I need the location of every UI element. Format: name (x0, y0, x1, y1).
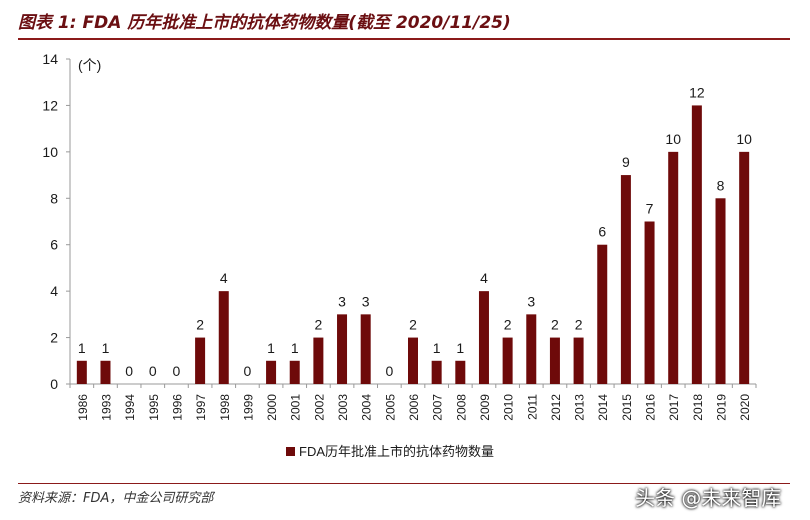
x-tick-label: 1993 (99, 394, 113, 421)
x-tick-label: 1995 (147, 394, 161, 421)
bar (620, 175, 631, 384)
data-label: 1 (78, 340, 86, 356)
data-label: 1 (433, 340, 441, 356)
bar (313, 337, 324, 384)
x-tick-label: 2004 (360, 394, 374, 421)
watermark: 头条 @未来智库 (635, 486, 782, 510)
bar (337, 314, 348, 384)
x-tick-label: 2002 (312, 394, 326, 421)
x-tick-label: 1994 (123, 394, 137, 421)
legend-label: FDA历年批准上市的抗体药物数量 (299, 444, 494, 459)
bar (644, 221, 655, 384)
x-tick-label: 2012 (549, 394, 563, 421)
data-label: 1 (102, 340, 110, 356)
data-label: 2 (504, 317, 512, 333)
x-tick-label: 2016 (644, 394, 658, 421)
x-tick-label: 1997 (194, 394, 208, 421)
x-tick-label: 2014 (596, 394, 610, 421)
data-label: 0 (385, 363, 393, 379)
data-label: 6 (598, 224, 606, 240)
data-label: 1 (267, 340, 275, 356)
data-label: 10 (665, 131, 681, 147)
x-tick-label: 2001 (289, 394, 303, 421)
bar (408, 337, 418, 384)
y-tick-label: 4 (50, 283, 58, 299)
x-tick-label: 2020 (738, 394, 752, 421)
y-unit-label: (个) (78, 57, 101, 73)
x-tick-label: 2003 (336, 394, 350, 421)
bar (573, 337, 584, 384)
data-label: 3 (362, 293, 370, 309)
bar (76, 360, 87, 384)
y-tick-label: 2 (50, 330, 58, 346)
x-tick-label: 2006 (407, 394, 421, 421)
bar (526, 314, 537, 384)
bar (739, 151, 750, 384)
bar (549, 337, 560, 384)
source-note: 资料来源：FDA，中金公司研究部 (18, 491, 214, 506)
y-tick-label: 14 (42, 51, 58, 67)
data-label: 0 (173, 363, 181, 379)
source-divider (18, 483, 790, 484)
bar (195, 337, 206, 384)
x-tick-label: 2017 (667, 394, 681, 421)
bar (431, 360, 442, 384)
data-label: 12 (689, 84, 705, 100)
bar (266, 360, 277, 384)
y-tick-label: 0 (50, 376, 58, 392)
bar (455, 360, 466, 384)
bar (360, 314, 371, 384)
data-label: 3 (338, 293, 346, 309)
data-label: 4 (480, 270, 488, 286)
x-tick-label: 2019 (715, 394, 729, 421)
x-tick-label: 2009 (478, 394, 492, 421)
x-tick-label: 2013 (573, 394, 587, 421)
bar (502, 337, 513, 384)
x-tick-label: 2011 (525, 394, 539, 420)
x-tick-label: 1999 (241, 394, 255, 421)
bar (597, 244, 608, 384)
data-label: 2 (409, 317, 417, 333)
bar (478, 291, 489, 384)
x-tick-label: 2007 (431, 394, 445, 421)
y-tick-label: 6 (50, 237, 58, 253)
data-label: 0 (125, 363, 133, 379)
data-label: 0 (149, 363, 157, 379)
data-label: 1 (291, 340, 299, 356)
legend-swatch (286, 447, 295, 456)
x-tick-label: 2008 (454, 394, 468, 421)
bar (100, 360, 111, 384)
data-label: 10 (736, 131, 752, 147)
y-tick-label: 12 (42, 97, 58, 113)
bar (668, 151, 679, 384)
x-tick-label: 2000 (265, 394, 279, 421)
x-tick-label: 1996 (170, 394, 184, 421)
data-label: 2 (196, 317, 204, 333)
title-divider (18, 38, 790, 40)
bar (218, 291, 229, 384)
x-tick-label: 1998 (218, 394, 232, 421)
bar (691, 105, 702, 384)
data-label: 1 (456, 340, 464, 356)
bar (289, 360, 300, 384)
data-label: 2 (551, 317, 559, 333)
data-label: 9 (622, 154, 630, 170)
data-label: 4 (220, 270, 228, 286)
data-label: 0 (244, 363, 252, 379)
data-label: 3 (527, 293, 535, 309)
data-label: 8 (717, 177, 725, 193)
data-label: 2 (314, 317, 322, 333)
x-tick-label: 2010 (502, 394, 516, 421)
y-tick-label: 10 (42, 144, 58, 160)
bar (715, 198, 726, 384)
data-label: 7 (646, 201, 654, 217)
x-tick-label: 1986 (76, 394, 90, 421)
y-tick-label: 8 (50, 190, 58, 206)
data-label: 2 (575, 317, 583, 333)
x-tick-label: 2005 (383, 394, 397, 421)
chart-title: 图表 1: FDA 历年批准上市的抗体药物数量(截至 2020/11/25) (18, 13, 511, 33)
x-tick-label: 2015 (620, 394, 634, 421)
x-tick-label: 2018 (691, 394, 705, 421)
